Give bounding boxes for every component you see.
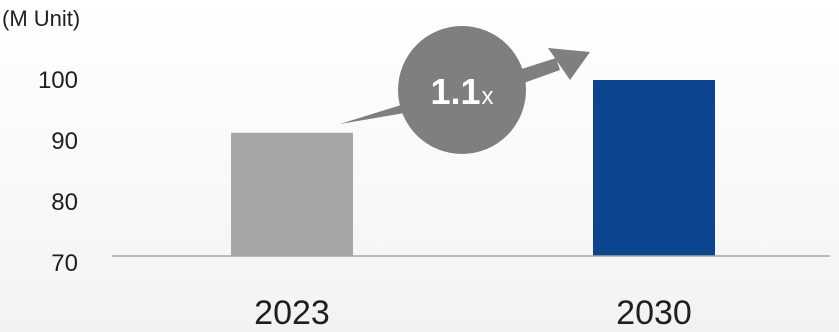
bar-2030 [593,80,715,256]
bar-2023 [231,132,353,256]
y-tick-label: 80 [51,189,78,216]
growth-multiplier: 1.1 [430,71,480,112]
y-axis-unit-label: (M Unit) [2,6,80,31]
growth-arrow-head-icon [548,48,590,80]
x-tick-label-2023: 2023 [254,294,330,332]
growth-badge-value: 1.1x [430,71,493,112]
y-tick-label: 70 [51,250,78,277]
y-tick-label: 100 [38,67,78,94]
y-tick-label: 90 [51,128,78,155]
growth-multiplier-suffix: x [482,83,494,110]
growth-badge [398,26,526,154]
x-tick-label-2030: 2030 [616,294,692,332]
